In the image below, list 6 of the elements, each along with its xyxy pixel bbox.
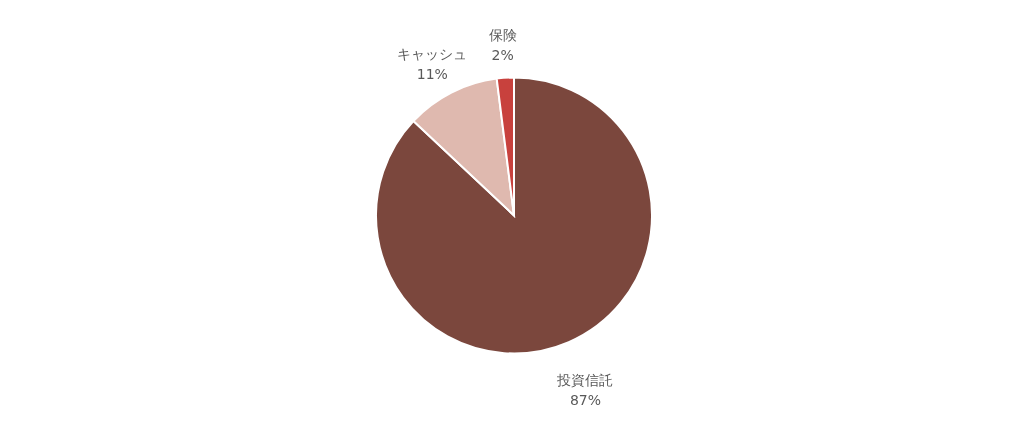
- slice-label: キャッシュ: [397, 46, 468, 63]
- slice-label: 保険: [488, 26, 517, 43]
- data-label: 2%: [491, 46, 514, 63]
- data-label: 87%: [569, 391, 602, 408]
- slice-label: 投資信託: [556, 371, 614, 388]
- data-label: 11%: [416, 66, 448, 83]
